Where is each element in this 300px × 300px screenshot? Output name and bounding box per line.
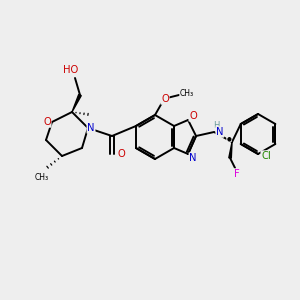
Text: N: N	[216, 127, 224, 137]
Text: H: H	[213, 122, 219, 130]
Text: ●: ●	[227, 136, 231, 142]
Polygon shape	[72, 94, 81, 112]
Text: O: O	[43, 117, 51, 127]
Text: O: O	[189, 111, 197, 121]
Text: F: F	[234, 169, 240, 179]
Text: CH₃: CH₃	[180, 89, 194, 98]
Text: N: N	[87, 123, 95, 133]
Text: HO: HO	[63, 65, 79, 75]
Text: O: O	[117, 149, 125, 159]
Polygon shape	[229, 142, 232, 158]
Text: CH₃: CH₃	[35, 172, 49, 182]
Text: N: N	[189, 153, 197, 163]
Text: Cl: Cl	[261, 151, 271, 161]
Text: O: O	[161, 94, 169, 104]
